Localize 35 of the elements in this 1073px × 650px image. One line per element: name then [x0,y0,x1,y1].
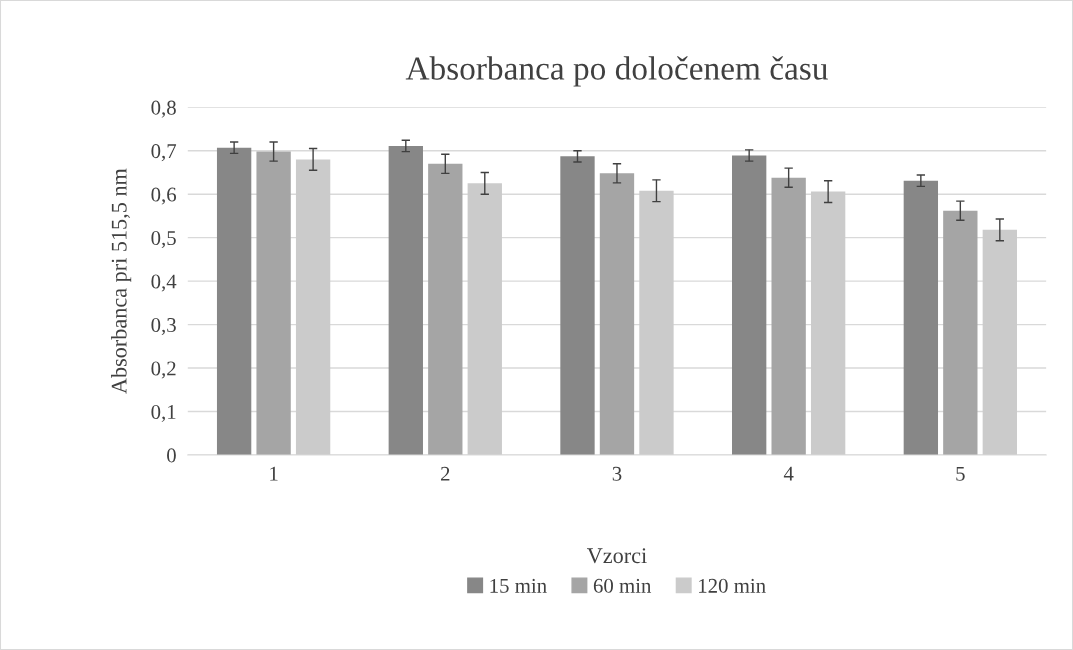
y-tick-label: 0,8 [151,100,176,118]
bar [388,145,423,455]
bar [903,180,939,455]
chart-title: Absorbanca po določenem času [405,56,828,87]
bar [256,151,291,455]
bar [639,190,674,455]
y-tick-label: 0,7 [151,144,177,162]
x-tick-label: 5 [956,466,965,481]
y-tick-label: 0,4 [151,274,177,292]
bar [599,173,635,455]
y-axis-title: Absorbanca pri 515,5 nm [111,168,132,394]
bar [467,183,502,455]
x-tick-label: 1 [270,466,278,481]
legend-label: 120 min [699,578,766,593]
bar [810,191,846,455]
y-tick-label: 0,3 [151,317,176,336]
y-tick-label: 0,2 [151,361,176,379]
y-tick-label: 0 [167,448,176,463]
bar [943,210,978,455]
legend-label: 15 min [490,578,547,593]
bar [771,177,806,455]
bar [732,155,767,455]
x-axis-title: Vzorci [586,548,647,564]
x-tick-label: 3 [612,466,622,481]
x-tick-label: 4 [783,466,794,481]
bar [295,159,331,455]
y-tick-label: 0,1 [151,404,176,422]
bar [428,163,463,455]
bar [982,229,1017,455]
y-tick-label: 0,5 [151,231,176,249]
bar [216,147,252,455]
legend-label: 60 min [593,578,652,593]
bar [560,156,595,455]
y-tick-label: 0,6 [151,187,177,205]
x-tick-label: 2 [441,466,450,481]
